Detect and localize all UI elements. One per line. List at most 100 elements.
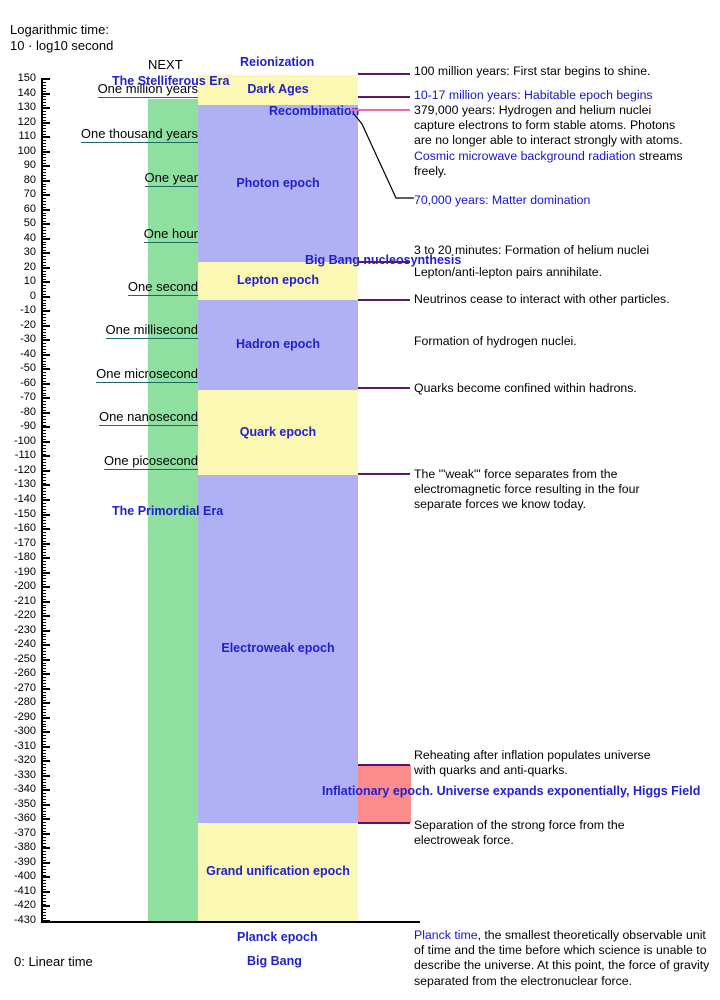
axis-tick-minor — [41, 839, 46, 841]
axis-tick-label: -60 — [20, 376, 36, 389]
axis-tick-minor — [41, 627, 46, 629]
axis-tick-minor — [41, 633, 46, 635]
time-marker: One thousand years — [0, 126, 198, 143]
axis-tick-minor — [41, 836, 46, 838]
axis-tick-minor — [41, 909, 46, 911]
time-marker-underline — [143, 242, 198, 243]
axis-tick-minor — [41, 389, 46, 391]
axis-tick-minor — [41, 825, 46, 827]
axis-tick-major — [41, 353, 50, 356]
axis-tick-minor — [41, 128, 46, 130]
axis-tick-minor — [41, 293, 46, 295]
axis-tick-label: 100 — [17, 144, 36, 157]
annotation-quark-confinement: Quarks become confined within hadrons. — [414, 381, 637, 395]
axis-tick-minor — [41, 857, 46, 859]
axis-tick-minor — [41, 131, 46, 133]
axis-tick-minor — [41, 845, 46, 847]
axis-tick-minor — [41, 314, 46, 316]
page-title: Logarithmic time: 10 · log10 second — [10, 22, 114, 53]
axis-tick-label: -90 — [20, 420, 36, 433]
axis-tick-minor — [41, 473, 46, 475]
axis-tick-minor — [41, 174, 46, 176]
axis-tick-minor — [41, 749, 46, 751]
axis-tick-major — [41, 310, 50, 313]
axis-tick-minor — [41, 830, 46, 832]
axis-tick-minor — [41, 319, 46, 321]
axis-tick-minor — [41, 169, 46, 170]
axis-tick-minor — [41, 865, 46, 867]
axis-tick-minor — [41, 299, 46, 301]
annotation-line-cmb: Cosmic microwave background radiation st… — [414, 149, 714, 164]
axis-tick-minor — [41, 566, 46, 568]
axis-tick-minor — [41, 378, 46, 380]
time-marker-underline — [105, 338, 198, 339]
axis-tick-minor — [41, 322, 46, 324]
axis-tick-minor — [41, 770, 46, 772]
axis-tick-minor — [41, 912, 46, 914]
axis-tick-minor — [41, 694, 46, 696]
axis-tick-major — [41, 92, 50, 95]
axis-tick-minor — [41, 784, 46, 786]
axis-tick-minor — [41, 505, 46, 507]
axis-tick-minor — [41, 99, 46, 101]
axis-tick-minor — [41, 139, 46, 141]
axis-tick-major — [41, 789, 50, 792]
time-marker: One year — [0, 170, 198, 187]
axis-tick-minor — [41, 497, 46, 499]
axis-tick-minor — [41, 392, 46, 394]
axis-tick-label: -30 — [20, 333, 36, 346]
axis-tick-minor — [41, 604, 46, 606]
axis-tick-minor — [41, 706, 46, 708]
bottom-label-planck-epoch: Planck epoch — [237, 930, 318, 944]
annotation-line: 379,000 years: Hydrogen and helium nucle… — [414, 103, 652, 117]
axis-tick-minor — [41, 860, 46, 862]
time-marker-label: One thousand years — [80, 126, 198, 143]
annotation-strong-force-separation: Separation of the strong force from the … — [414, 818, 714, 848]
axis-tick-minor — [41, 822, 46, 824]
annotation-line: capture electrons to form stable atoms. … — [414, 118, 676, 133]
axis-tick-minor — [41, 302, 46, 304]
axis-tick-minor — [41, 592, 46, 594]
axis-tick-major — [41, 179, 50, 182]
axis-tick-minor — [41, 889, 46, 891]
axis-tick-minor — [41, 462, 46, 464]
axis-tick-minor — [41, 84, 46, 86]
axis-tick-label: -210 — [13, 594, 36, 607]
leader-neutrino-decoupling — [358, 299, 410, 301]
axis-tick-label: -40 — [20, 347, 36, 360]
axis-tick-label: -70 — [20, 391, 36, 404]
axis-tick-minor — [41, 81, 46, 83]
axis-tick-major — [41, 905, 50, 908]
axis-tick-minor — [41, 871, 46, 873]
leader-quark-confinement — [358, 387, 410, 389]
axis-tick-major — [41, 600, 50, 603]
boundary-label-recombination: Recombination — [269, 104, 360, 118]
axis-tick-major — [41, 339, 50, 342]
axis-tick-minor — [41, 334, 46, 336]
axis-tick-major — [41, 861, 50, 864]
axis-tick-minor — [41, 424, 46, 426]
axis-tick-label: -340 — [13, 783, 36, 796]
axis-tick-minor — [41, 145, 46, 147]
axis-tick-minor — [41, 740, 46, 742]
axis-tick-minor — [41, 854, 46, 856]
axis-tick-label: 120 — [17, 115, 36, 128]
axis-tick-minor — [41, 351, 46, 353]
axis-tick-minor — [41, 546, 46, 548]
axis-tick-minor — [41, 203, 46, 205]
axis-tick-major — [41, 702, 50, 705]
axis-tick-minor — [41, 619, 46, 621]
time-marker-underline — [98, 425, 198, 426]
axis-tick-minor — [41, 444, 46, 446]
axis-tick-label: 60 — [23, 202, 36, 215]
boundary-label-big-bang-nucleosynthesis: Big Bang nucleosynthesis — [305, 253, 462, 267]
annotation-weak-force-separation: The '"weak"' force separates from the el… — [414, 467, 704, 513]
axis-tick-minor — [41, 206, 46, 208]
axis-tick-minor — [41, 386, 46, 388]
annotation-hydrogen-formation: Formation of hydrogen nuclei. — [414, 334, 577, 348]
axis-tick-minor — [41, 735, 46, 737]
axis-tick-minor — [41, 555, 46, 557]
epoch-band — [198, 475, 358, 823]
axis-tick-minor — [41, 494, 46, 496]
axis-tick-minor — [41, 799, 46, 801]
